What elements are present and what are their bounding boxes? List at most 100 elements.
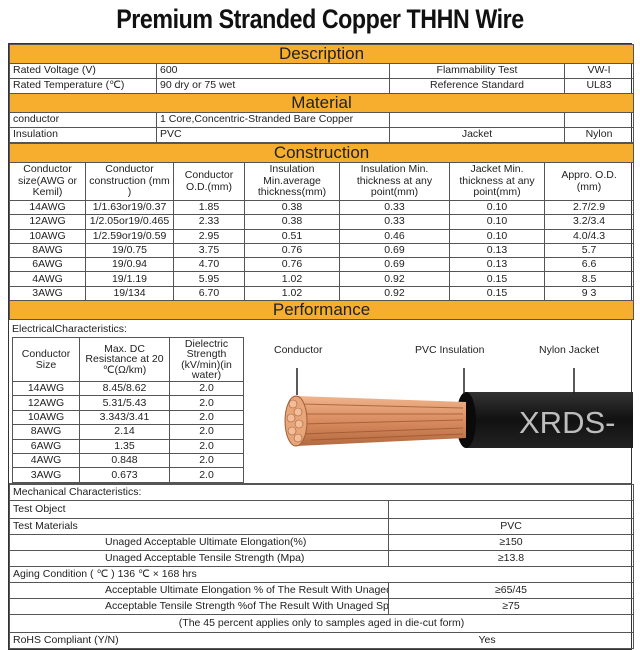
cell: 8AWG [12,424,80,440]
table-header-row: Conductor size(AWG or Kemil) Conductor co… [9,162,635,201]
cell: 0.15 [449,271,545,287]
cell: 1 Core,Concentric-Stranded Bare Copper [156,112,390,128]
cell: Unaged Acceptable Ultimate Elongation(%) [9,534,389,552]
section-material: Material [8,93,635,113]
cell: Jacket [389,127,565,143]
cell: 90 dry or 75 wet [156,78,390,94]
cell: 0.38 [244,199,340,216]
table-row: 10AWG 1/2.59or19/0.59 2.95 0.51 0.46 0.10 4.0/… [9,228,635,244]
cell: 6.6 [543,257,635,273]
cell: 4.0/4.3 [543,228,635,244]
aging-condition: Aging Condition ( ℃ ) 136 ℃ × 168 hrs [8,566,635,584]
cell: 3.2/3.4 [543,214,635,230]
cell: 0.69 [339,242,450,259]
cell: 2.33 [173,214,245,230]
cell: Insulation [9,127,157,143]
page-title: Premium Stranded Copper THHN Wire [116,4,524,34]
print-text: XRDS- [519,405,615,440]
cell: 2.0 [169,467,244,483]
table-row: conductor 1 Core,Concentric-Stranded Bare… [9,112,635,128]
cell: Rated Temperature (℃) [9,78,157,94]
conductor-strands [296,396,466,447]
rohs-label: RoHS Compliant (Y/N) [9,632,389,650]
cell: 0.10 [449,228,545,244]
wire-cross-section-image: Conductor PVC Insulation Nylon Jacket XR… [251,320,633,484]
spec-sheet: Description Rated Voltage (V) 600 Flammabi… [8,43,635,650]
mechanical-label: Mechanical Characteristics: [8,484,635,502]
cell: 0.33 [339,199,450,216]
section-description: Description [8,44,635,64]
jacket-label: Nylon Jacket [539,344,600,357]
cell: Nylon [563,127,635,143]
column-header: Insulation Min. thickness at any point(m… [339,162,450,201]
cell: Unaged Acceptable Tensile Strength (Mpa) [9,550,389,568]
cell: 0.10 [449,199,545,216]
column-header: Conductor O.D.(mm) [173,162,245,201]
column-header: Dielectric Strength (kV/min)(in water) [169,337,244,383]
cell: ≥150 [387,534,635,552]
cell: 5.7 [543,242,635,259]
cell: Acceptable Tensile Strength %of The Resu… [9,598,389,616]
cell: 5.95 [173,271,245,287]
jacket-shape [466,392,633,449]
cell: 0.76 [244,257,340,273]
cell: 3AWG [12,467,80,483]
cell: 0.69 [339,257,450,273]
cell: 3.343/3.41 [79,409,170,426]
cell: 0.13 [449,242,545,259]
cell: 6AWG [12,438,80,455]
cell: 5.31/5.43 [79,395,170,411]
cell: 0.848 [79,453,170,469]
cell: Reference Standard [389,78,565,94]
description-table: Description Rated Voltage (V) 600 Flammabi… [8,44,635,143]
performance-section: ElectricalCharacteristics: Conductor Siz… [9,320,633,485]
cell: 6.70 [173,285,245,302]
column-header: Conductor construction (mm ) [85,162,174,201]
cell: 1.02 [244,271,340,287]
cell: ≥65/45 [387,582,635,600]
cell: 2.0 [169,438,244,455]
cell: 0.92 [339,271,450,287]
table-row: 12AWG 5.31/5.43 2.0 [12,395,244,411]
cell: 14AWG [12,381,80,397]
cell: 6AWG [9,257,86,273]
cell: 19/0.75 [85,242,174,259]
construction-table: Construction Conductor size(AWG or Kemil… [8,143,635,321]
table-row: 14AWG 8.45/8.62 2.0 [12,381,244,397]
table-row: 4AWG 0.848 2.0 [12,453,244,469]
column-header: Jacket Min. thickness at any point(mm) [449,162,545,201]
section-construction: Construction [8,143,635,163]
table-row: 8AWG 19/0.75 3.75 0.76 0.69 0.13 5.7 [9,242,635,259]
section-performance: Performance [8,300,635,321]
cell: 2.0 [169,381,244,397]
mechanical-table: Mechanical Characteristics: Test Object … [8,484,635,650]
table-row: Rated Temperature (℃) 90 dry or 75 wet Ref… [9,78,635,94]
cell: 1/2.59or19/0.59 [85,228,174,244]
table-row: 10AWG 3.343/3.41 2.0 [12,409,244,426]
column-header: Appro. O.D. (mm) [543,162,635,201]
cell: PVC [156,127,390,143]
cell: 8.5 [543,271,635,287]
column-header: Max. DC Resistance at 20 ℃(Ω/km) [79,337,170,383]
cell: UL83 [563,78,635,94]
table-row: 14AWG 1/1.63or19/0.37 1.85 0.38 0.33 0.10 2.7/… [9,199,635,216]
table-header-row: Conductor Size Max. DC Resistance at 20 ℃… [12,337,244,383]
cell: 2.0 [169,453,244,469]
cell: 600 [156,63,390,79]
cell: 0.38 [244,214,340,230]
cell: Flammability Test [389,63,565,79]
cell: 0.92 [339,285,450,302]
cell: 8AWG [9,242,86,259]
cell: 0.51 [244,228,340,244]
cell: 1.02 [244,285,340,302]
cell: 2.95 [173,228,245,244]
cell: 3.75 [173,242,245,259]
cell: 10AWG [9,228,86,244]
column-header: Conductor Size [12,337,80,383]
cell: 14AWG [9,199,86,216]
cell: 19/134 [85,285,174,302]
cell: 2.0 [169,409,244,426]
cell: conductor [9,112,157,128]
cell: 4.70 [173,257,245,273]
cell: 0.15 [449,285,545,302]
